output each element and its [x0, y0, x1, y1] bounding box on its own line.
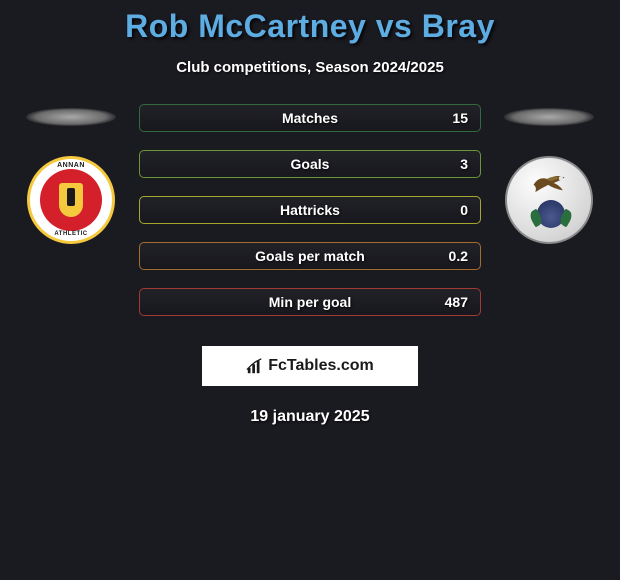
brand-box: FcTables.com — [202, 346, 418, 386]
stat-label: Hattricks — [280, 202, 340, 218]
stat-bars: Matches 15 Goals 3 Hattricks 0 Goals per match… — [139, 104, 481, 316]
right-column — [499, 104, 599, 244]
player-shadow-right — [504, 108, 594, 126]
thistle-icon — [537, 200, 565, 228]
crest-right-inner — [507, 158, 591, 242]
stat-bar: Goals 3 — [139, 150, 481, 178]
chart-bars-icon — [246, 357, 264, 375]
stat-label: Goals — [291, 156, 330, 172]
brand-text: FcTables.com — [268, 357, 374, 375]
stat-value-right: 0.2 — [438, 248, 468, 264]
stat-bar: Goals per match 0.2 — [139, 242, 481, 270]
infographic-container: Rob McCartney vs Bray Club competitions,… — [0, 0, 620, 426]
club-crest-left: ANNAN ATHLETIC — [27, 156, 115, 244]
page-title: Rob McCartney vs Bray — [0, 8, 620, 45]
stat-value-right: 15 — [438, 110, 468, 126]
stat-value-right: 0 — [438, 202, 468, 218]
stat-bar: Hattricks 0 — [139, 196, 481, 224]
crest-left-text-bottom: ATHLETIC — [54, 231, 87, 237]
crest-left-text-top: ANNAN — [57, 162, 85, 169]
stat-label: Min per goal — [269, 294, 351, 310]
stat-label: Goals per match — [255, 248, 365, 264]
eagle-icon — [531, 172, 569, 194]
date-text: 19 january 2025 — [0, 408, 620, 426]
crest-left-inner — [40, 169, 102, 231]
subtitle: Club competitions, Season 2024/2025 — [0, 59, 620, 76]
content-row: ANNAN ATHLETIC Matches 15 Goals 3 Hattricks 0… — [0, 104, 620, 316]
stat-value-right: 487 — [438, 294, 468, 310]
stat-bar: Min per goal 487 — [139, 288, 481, 316]
stat-label: Matches — [282, 110, 338, 126]
player-shadow-left — [26, 108, 116, 126]
club-crest-right — [505, 156, 593, 244]
stat-value-right: 3 — [438, 156, 468, 172]
stat-bar: Matches 15 — [139, 104, 481, 132]
crest-left-shield-icon — [59, 183, 83, 217]
left-column: ANNAN ATHLETIC — [21, 104, 121, 244]
